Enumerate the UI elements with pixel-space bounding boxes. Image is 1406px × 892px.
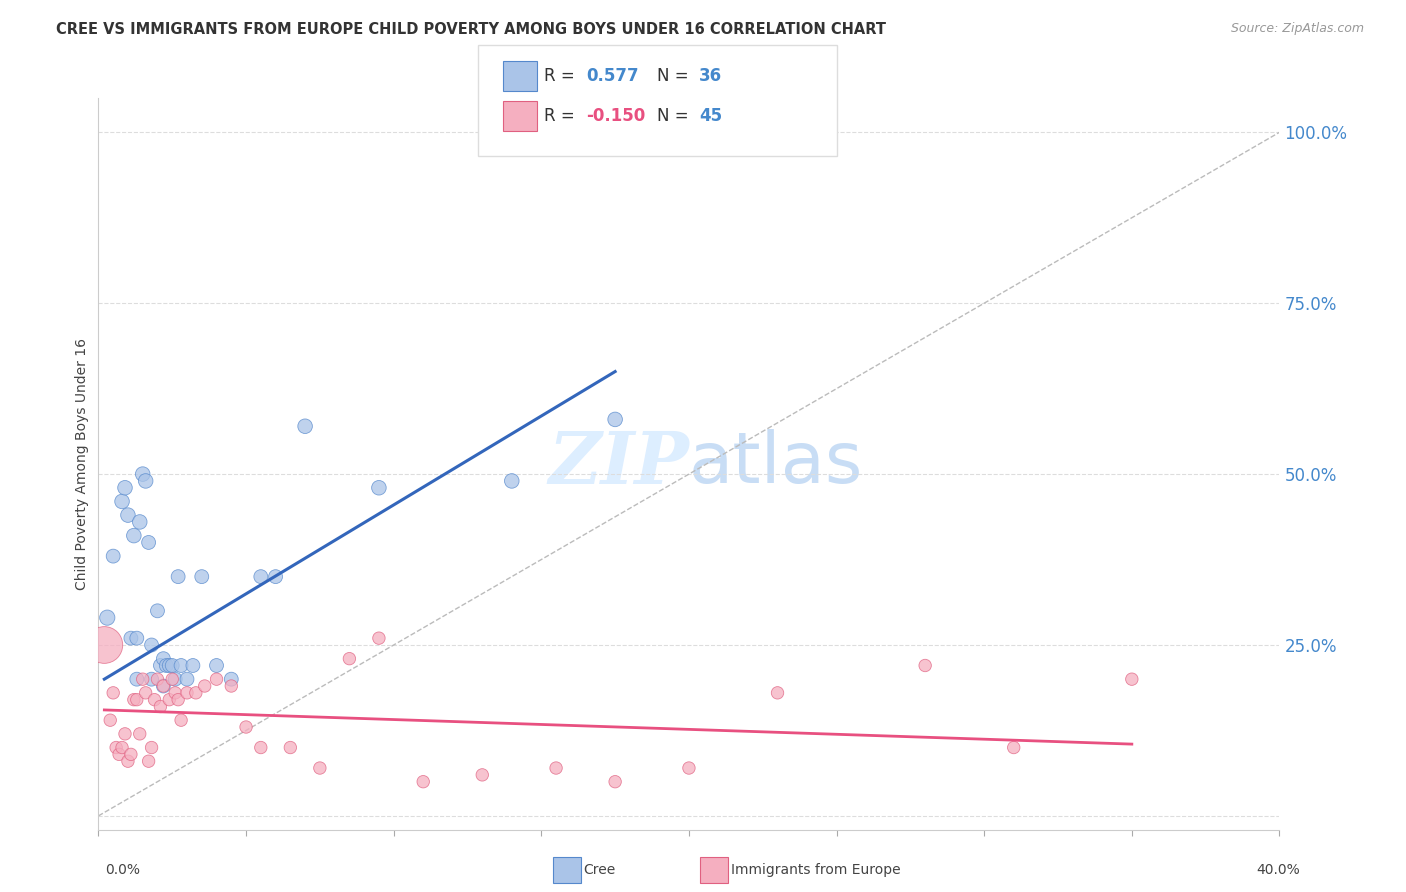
Point bbox=[605, 412, 627, 426]
Point bbox=[219, 679, 242, 693]
Point bbox=[155, 658, 177, 673]
Text: 0.577: 0.577 bbox=[586, 67, 638, 85]
Point bbox=[181, 658, 204, 673]
Point bbox=[128, 515, 150, 529]
Point bbox=[120, 631, 142, 645]
Point bbox=[138, 754, 160, 768]
Point bbox=[412, 774, 434, 789]
Point bbox=[149, 699, 172, 714]
Point bbox=[122, 528, 145, 542]
Text: N =: N = bbox=[657, 107, 693, 125]
Text: N =: N = bbox=[657, 67, 693, 85]
Point bbox=[914, 658, 936, 673]
Point bbox=[117, 754, 139, 768]
Point bbox=[309, 761, 332, 775]
Point bbox=[766, 686, 789, 700]
Point bbox=[605, 774, 627, 789]
Point bbox=[138, 535, 160, 549]
Text: CREE VS IMMIGRANTS FROM EUROPE CHILD POVERTY AMONG BOYS UNDER 16 CORRELATION CHA: CREE VS IMMIGRANTS FROM EUROPE CHILD POV… bbox=[56, 22, 886, 37]
Text: R =: R = bbox=[544, 67, 581, 85]
Point bbox=[117, 508, 139, 522]
Point bbox=[368, 631, 391, 645]
Point bbox=[157, 658, 180, 673]
Point bbox=[149, 658, 172, 673]
Point bbox=[141, 638, 163, 652]
Text: 0.0%: 0.0% bbox=[105, 863, 141, 877]
Point bbox=[152, 679, 174, 693]
Point bbox=[125, 672, 148, 686]
Text: 45: 45 bbox=[699, 107, 721, 125]
Text: R =: R = bbox=[544, 107, 581, 125]
Point bbox=[162, 658, 183, 673]
Point bbox=[111, 740, 134, 755]
Point bbox=[176, 686, 198, 700]
Point bbox=[152, 651, 174, 665]
Point bbox=[162, 672, 183, 686]
Point bbox=[98, 713, 121, 727]
Point bbox=[103, 549, 125, 563]
Point bbox=[546, 761, 568, 775]
Point bbox=[122, 692, 145, 706]
Point bbox=[194, 679, 217, 693]
Point bbox=[235, 720, 257, 734]
Point bbox=[250, 740, 273, 755]
Point bbox=[294, 419, 316, 434]
Text: atlas: atlas bbox=[689, 429, 863, 499]
Point bbox=[132, 467, 155, 481]
Point bbox=[132, 672, 155, 686]
Point bbox=[108, 747, 131, 762]
Point bbox=[678, 761, 700, 775]
Text: Immigrants from Europe: Immigrants from Europe bbox=[731, 863, 901, 877]
Point bbox=[167, 692, 190, 706]
Point bbox=[1121, 672, 1143, 686]
Text: Cree: Cree bbox=[583, 863, 616, 877]
Point bbox=[141, 672, 163, 686]
Point bbox=[176, 672, 198, 686]
Point bbox=[170, 658, 193, 673]
Text: ZIP: ZIP bbox=[548, 428, 689, 500]
Text: 36: 36 bbox=[699, 67, 721, 85]
Point bbox=[93, 638, 115, 652]
Point bbox=[103, 686, 125, 700]
Y-axis label: Child Poverty Among Boys Under 16: Child Poverty Among Boys Under 16 bbox=[76, 338, 90, 590]
Point bbox=[167, 569, 190, 583]
Point bbox=[170, 713, 193, 727]
Point bbox=[120, 747, 142, 762]
Point bbox=[135, 474, 157, 488]
Point bbox=[152, 679, 174, 693]
Point bbox=[184, 686, 207, 700]
Point bbox=[205, 672, 228, 686]
Point bbox=[141, 740, 163, 755]
Point bbox=[264, 569, 287, 583]
Point bbox=[219, 672, 242, 686]
Point bbox=[278, 740, 302, 755]
Point bbox=[1002, 740, 1025, 755]
Point bbox=[165, 672, 187, 686]
Point bbox=[111, 494, 134, 508]
Point bbox=[250, 569, 273, 583]
Point bbox=[146, 604, 169, 618]
Point bbox=[125, 692, 148, 706]
Text: Source: ZipAtlas.com: Source: ZipAtlas.com bbox=[1230, 22, 1364, 36]
Point bbox=[114, 727, 136, 741]
Point bbox=[368, 481, 391, 495]
Point bbox=[135, 686, 157, 700]
Text: -0.150: -0.150 bbox=[586, 107, 645, 125]
Point bbox=[146, 672, 169, 686]
Point bbox=[143, 692, 166, 706]
Point bbox=[128, 727, 150, 741]
Point bbox=[339, 651, 360, 665]
Point bbox=[96, 610, 118, 624]
Point bbox=[165, 686, 187, 700]
Point bbox=[105, 740, 128, 755]
Point bbox=[125, 631, 148, 645]
Point bbox=[471, 768, 494, 782]
Point bbox=[501, 474, 523, 488]
Point bbox=[191, 569, 214, 583]
Point bbox=[114, 481, 136, 495]
Text: 40.0%: 40.0% bbox=[1257, 863, 1301, 877]
Point bbox=[205, 658, 228, 673]
Point bbox=[157, 692, 180, 706]
